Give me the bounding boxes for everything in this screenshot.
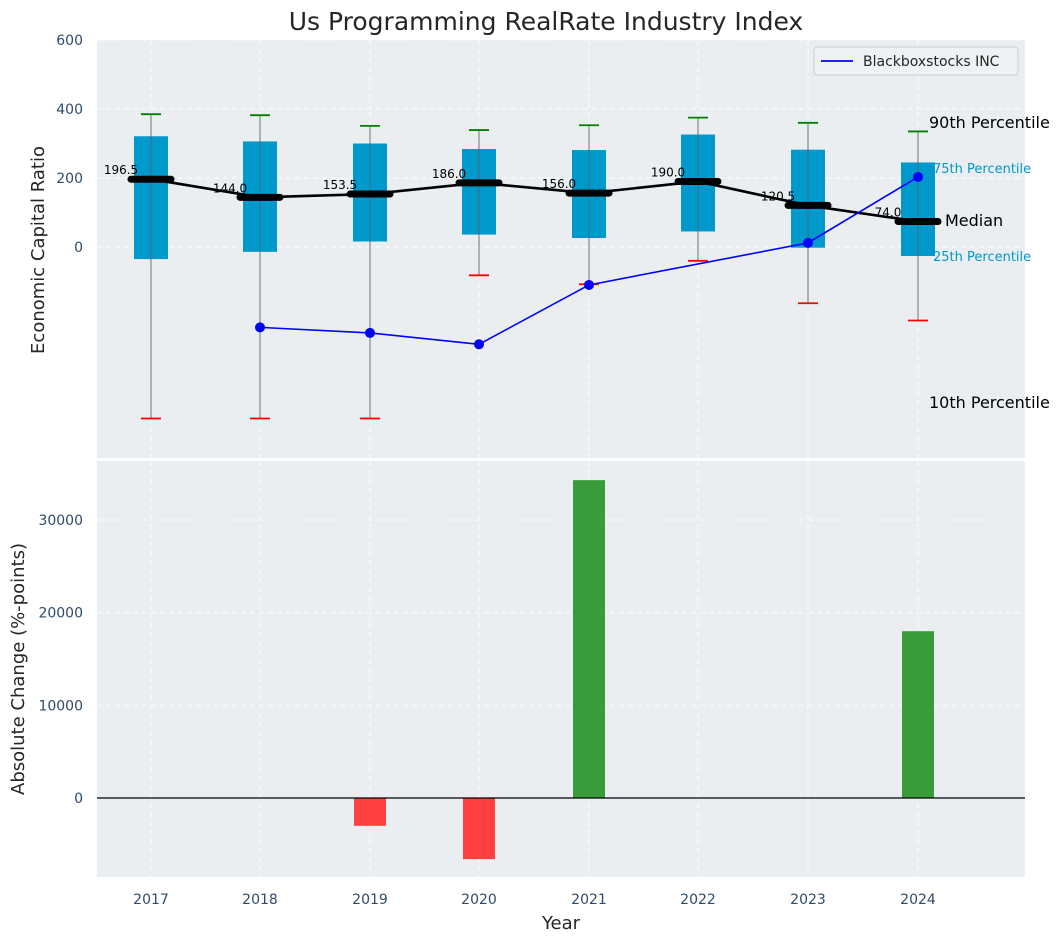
x-tick-label: 2021: [571, 892, 607, 908]
median-value-label: 186.0: [432, 167, 466, 181]
company-point: [913, 171, 923, 182]
company-point: [803, 237, 813, 248]
company-point: [584, 279, 594, 290]
change-bar: [573, 480, 605, 798]
median-value-label: 196.5: [104, 163, 138, 177]
p10-annotation: 10th Percentile: [929, 393, 1050, 412]
company-series: [255, 171, 923, 350]
median-value-label: 74.0: [875, 205, 902, 219]
legend-label: Blackboxstocks INC: [863, 54, 1000, 70]
x-axis-label: Year: [541, 913, 581, 934]
legend-box: [813, 46, 1019, 76]
bottom-y-tick-label: 10000: [38, 698, 83, 714]
top-y-tick-label: 200: [56, 171, 83, 187]
median-annotation: Median: [945, 211, 1003, 230]
x-tick-label: 2017: [133, 892, 169, 908]
top-y-tick-label: 600: [56, 33, 83, 49]
bottom-y-tick-label: 20000: [38, 606, 83, 622]
p90-annotation: 90th Percentile: [929, 113, 1050, 132]
top-y-tick-label: 0: [74, 240, 83, 256]
x-tick-label: 2020: [461, 892, 497, 908]
bottom-y-tick-label: 30000: [38, 513, 83, 529]
p75-annotation: 75th Percentile: [933, 162, 1031, 177]
median-series: 196.5 144.0 153.5 186.0 156.0 190.0 120.5 74.0: [104, 163, 942, 225]
top-plot-background: [97, 40, 1025, 458]
bottom-y-ticks: 30000 20000 10000 0: [38, 513, 83, 807]
median-value-label: 156.0: [542, 177, 576, 191]
legend: Blackboxstocks INC: [813, 46, 1019, 76]
bottom-y-axis-label: Absolute Change (%-points): [8, 543, 29, 795]
top-y-ticks: 600 400 200 0: [56, 33, 83, 256]
x-tick-label: 2024: [900, 892, 936, 908]
company-point: [365, 327, 375, 338]
change-bar: [463, 798, 495, 860]
median-value-label: 153.5: [323, 178, 357, 192]
median-value-label: 120.5: [761, 189, 795, 203]
chart-title: Us Programming RealRate Industry Index: [289, 7, 803, 36]
top-y-tick-label: 400: [56, 102, 83, 118]
p25-annotation: 25th Percentile: [933, 250, 1031, 265]
x-tick-label: 2018: [242, 892, 278, 908]
x-tick-label: 2023: [790, 892, 826, 908]
x-tick-label: 2019: [352, 892, 388, 908]
x-ticks: 2017 2018 2019 2020 2021 2022 2023 2024: [133, 892, 936, 908]
change-bar: [354, 798, 386, 826]
change-bar: [902, 631, 934, 798]
company-point: [255, 322, 265, 333]
bottom-y-tick-label: 0: [74, 791, 83, 807]
bottom-plot-background: [97, 461, 1025, 877]
company-point: [474, 339, 484, 350]
median-value-label: 144.0: [213, 181, 247, 195]
company-line-path: [259, 176, 919, 346]
bar-series: [354, 480, 934, 860]
top-y-axis-label: Economic Capital Ratio: [28, 146, 49, 354]
median-value-label: 190.0: [651, 165, 685, 179]
x-tick-label: 2022: [680, 892, 716, 908]
